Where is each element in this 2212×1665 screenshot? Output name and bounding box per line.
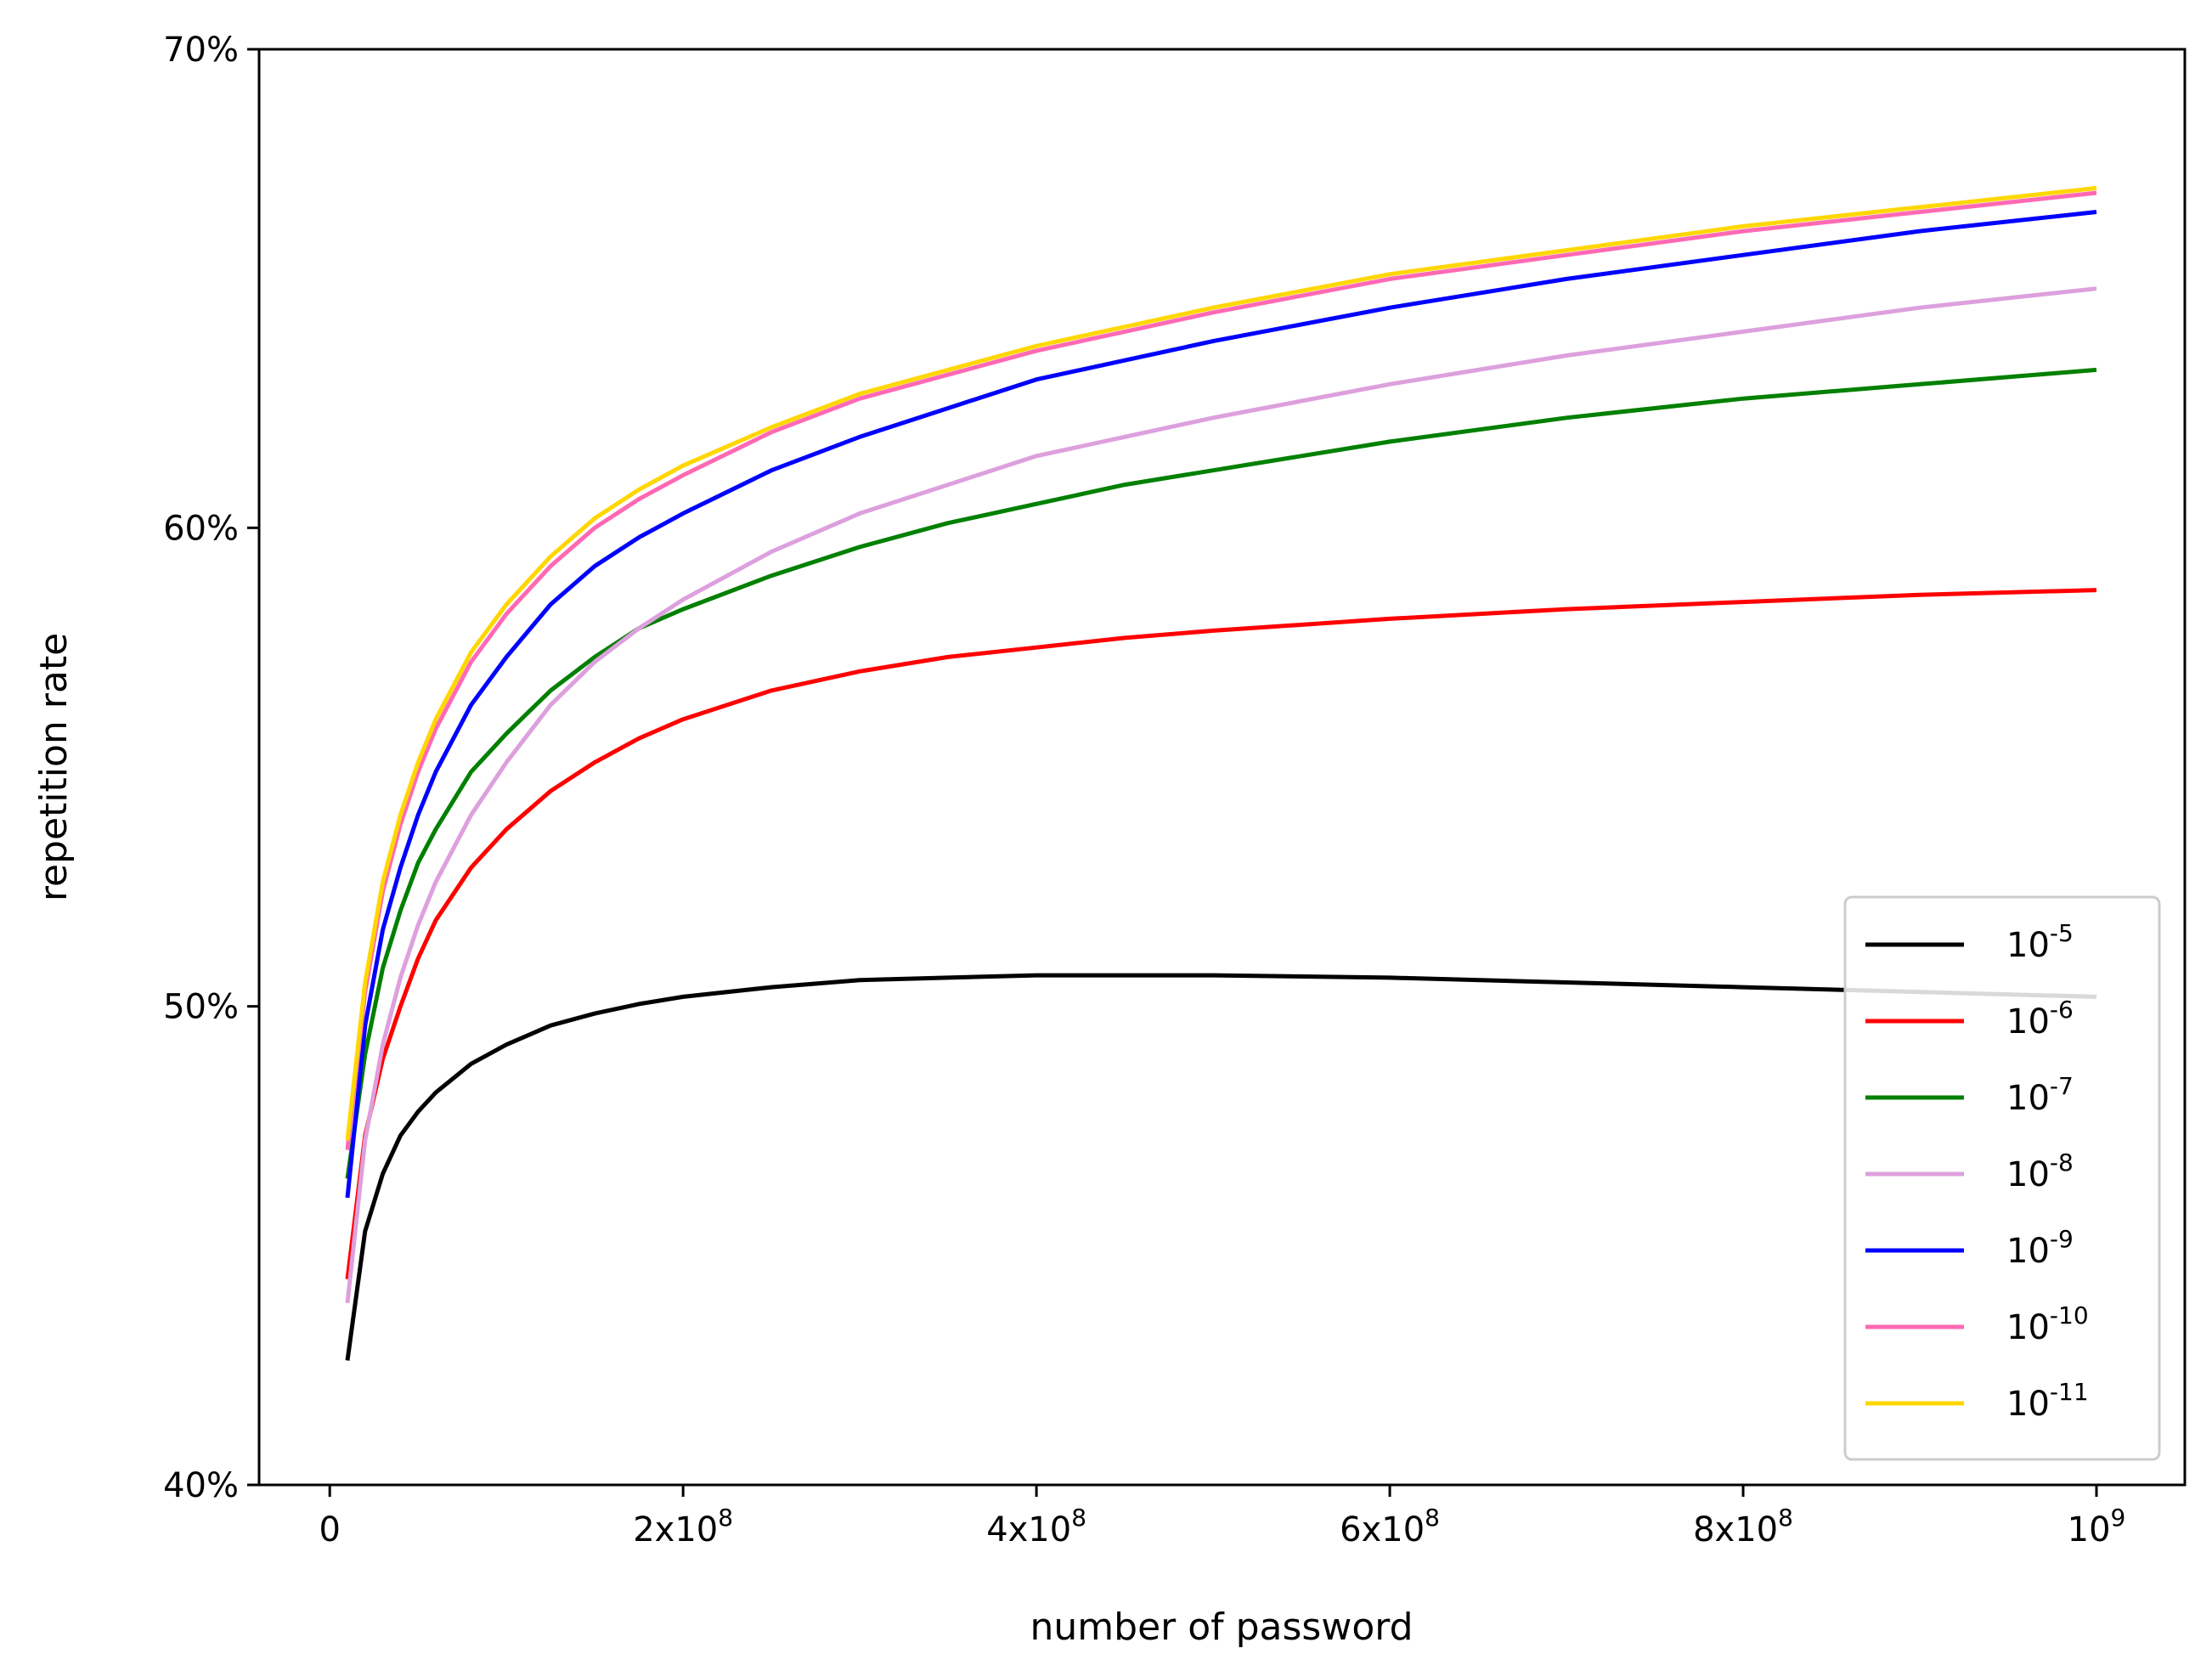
legend-label-3: 10-7 bbox=[2006, 1072, 2074, 1118]
superscript: -6 bbox=[2050, 996, 2074, 1024]
x-tick-label: 8x108 bbox=[1693, 1504, 1793, 1549]
superscript: 8 bbox=[1071, 1504, 1086, 1532]
legend-base: 10 bbox=[2006, 1155, 2050, 1194]
series-line-1 bbox=[345, 973, 2097, 1361]
superscript: 9 bbox=[2111, 1504, 2126, 1532]
x-tick-label: 109 bbox=[2068, 1504, 2126, 1549]
x-tick-base: 4x10 bbox=[986, 1510, 1071, 1549]
legend-label-7: 10-11 bbox=[2006, 1378, 2089, 1424]
legend-label-2: 10-6 bbox=[2006, 996, 2074, 1041]
superscript: 8 bbox=[1778, 1504, 1793, 1532]
legend-label-4: 10-8 bbox=[2006, 1149, 2074, 1194]
legend-label-1: 10-5 bbox=[2006, 919, 2074, 965]
legend-base: 10 bbox=[2006, 1232, 2050, 1271]
x-tick-label: 0 bbox=[319, 1510, 340, 1549]
series-layer bbox=[345, 185, 2097, 1361]
x-tick-label: 4x108 bbox=[986, 1504, 1086, 1549]
superscript: 8 bbox=[718, 1504, 733, 1532]
legend-base: 10 bbox=[2006, 1079, 2050, 1118]
y-axis-label: repetition rate bbox=[32, 633, 76, 901]
x-tick-base: 6x10 bbox=[1340, 1510, 1425, 1549]
legend-label-6: 10-10 bbox=[2006, 1301, 2089, 1347]
superscript: -8 bbox=[2050, 1149, 2074, 1177]
series-line-5 bbox=[345, 210, 2097, 1199]
series-line-2 bbox=[345, 588, 2097, 1280]
plot-frame bbox=[257, 48, 2187, 1487]
superscript: -7 bbox=[2050, 1072, 2074, 1100]
y-tick-label: 70% bbox=[163, 31, 239, 70]
series-line-4 bbox=[345, 286, 2097, 1304]
x-tick-label: 2x108 bbox=[633, 1504, 733, 1549]
y-tick-label: 50% bbox=[163, 988, 239, 1027]
x-axis-ticks: 0 2x108 4x108 6x108 8x108 109 bbox=[319, 1485, 2125, 1549]
legend-base: 10 bbox=[2006, 1002, 2050, 1041]
x-axis-label: number of password bbox=[1030, 1606, 1414, 1649]
x-tick-label: 6x108 bbox=[1340, 1504, 1440, 1549]
superscript: -5 bbox=[2050, 919, 2074, 947]
legend-base: 10 bbox=[2006, 1308, 2050, 1347]
superscript: -10 bbox=[2050, 1301, 2089, 1329]
superscript: -9 bbox=[2050, 1225, 2074, 1253]
x-tick-base: 10 bbox=[2068, 1510, 2111, 1549]
superscript: -11 bbox=[2050, 1378, 2089, 1406]
series-line-3 bbox=[345, 367, 2097, 1179]
y-tick-label: 60% bbox=[163, 509, 239, 548]
series-line-6 bbox=[345, 190, 2097, 1150]
superscript: 8 bbox=[1425, 1504, 1440, 1532]
y-axis-ticks: 40% 50% 60% 70% bbox=[163, 31, 259, 1505]
legend-base: 10 bbox=[2006, 1385, 2050, 1424]
legend-box bbox=[1843, 895, 2161, 1461]
x-tick-base: 8x10 bbox=[1693, 1510, 1778, 1549]
legend-label-5: 10-9 bbox=[2006, 1225, 2074, 1271]
legend-base: 10 bbox=[2006, 926, 2050, 965]
x-tick-base: 0 bbox=[319, 1510, 340, 1549]
x-tick-base: 2x10 bbox=[633, 1510, 718, 1549]
y-tick-label: 40% bbox=[163, 1466, 239, 1505]
series-line-7 bbox=[345, 185, 2097, 1141]
